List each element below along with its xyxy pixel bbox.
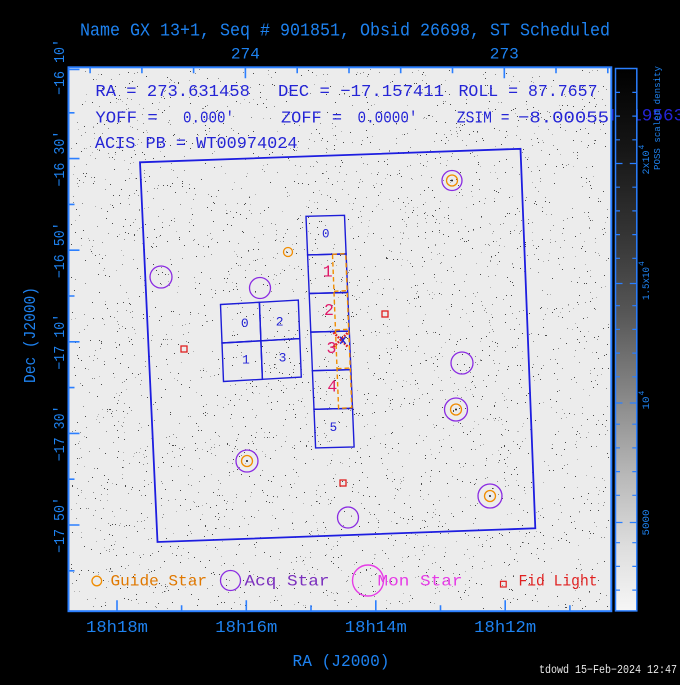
svg-text:10: 10 (641, 397, 653, 410)
svg-text:2: 2 (276, 315, 284, 330)
svg-text:ZOFF =: ZOFF = (281, 109, 342, 128)
svg-text:Dec (J2000): Dec (J2000) (21, 287, 40, 383)
svg-text:2: 2 (324, 301, 334, 320)
svg-text:−17 30': −17 30' (52, 405, 69, 461)
svg-text:18h14m: 18h14m (345, 618, 407, 637)
svg-text:Name GX 13+1, Seq # 901851, Ob: Name GX 13+1, Seq # 901851, Obsid 26698,… (80, 22, 610, 42)
svg-text:3: 3 (327, 339, 337, 358)
svg-text:18h18m: 18h18m (86, 618, 148, 637)
svg-text:ACIS PB = WT00974024: ACIS PB = WT00974024 (95, 135, 298, 154)
svg-text:ROLL = 87.7657: ROLL = 87.7657 (459, 83, 598, 102)
svg-text:−16 50': −16 50' (52, 222, 69, 278)
svg-text:RA (J2000): RA (J2000) (293, 652, 390, 671)
svg-text:YOFF =: YOFF = (95, 109, 157, 128)
svg-text:Guide Star: Guide Star (111, 573, 208, 591)
svg-text:4: 4 (638, 391, 647, 396)
svg-text:POSS scaled density: POSS scaled density (652, 66, 663, 170)
svg-text:19563: 19563 (631, 107, 680, 127)
svg-text:273: 273 (490, 46, 519, 64)
svg-text:0.0000': 0.0000' (358, 109, 418, 128)
svg-text:ZSIM =: ZSIM = (457, 109, 510, 128)
svg-text:5000: 5000 (641, 510, 653, 536)
svg-text:DEC = −17.157411: DEC = −17.157411 (278, 83, 444, 102)
svg-text:274: 274 (231, 46, 260, 64)
svg-text:−8.00055: −8.00055 (518, 109, 609, 128)
svg-text:Acq Star: Acq Star (245, 573, 330, 591)
svg-text:−17 10': −17 10' (52, 314, 69, 370)
svg-text:1: 1 (323, 263, 333, 282)
svg-text:0: 0 (322, 228, 330, 242)
svg-text:0.000': 0.000' (183, 109, 234, 128)
svg-text:1.5x10: 1.5x10 (641, 267, 653, 300)
svg-text:−16 10': −16 10' (52, 39, 69, 95)
svg-text:4: 4 (327, 378, 337, 397)
svg-text:−16 30': −16 30' (52, 131, 69, 187)
svg-text:4: 4 (638, 145, 647, 150)
svg-text:RA = 273.631458: RA = 273.631458 (95, 83, 250, 102)
svg-text:5: 5 (330, 421, 338, 435)
svg-text:18h16m: 18h16m (215, 618, 277, 637)
svg-text:0: 0 (241, 316, 249, 331)
svg-text:2x10: 2x10 (641, 151, 653, 175)
svg-text:−17 50': −17 50' (52, 497, 69, 553)
svg-text:Mon Star: Mon Star (378, 573, 463, 591)
svg-text:18h12m: 18h12m (474, 618, 536, 637)
svg-text:4: 4 (638, 261, 647, 266)
svg-text:1: 1 (242, 353, 250, 368)
svg-text:3: 3 (279, 351, 287, 366)
svg-text:tdowd 15−Feb−2024 12:47: tdowd 15−Feb−2024 12:47 (539, 664, 677, 677)
svg-text:Fid Light: Fid Light (519, 573, 598, 591)
